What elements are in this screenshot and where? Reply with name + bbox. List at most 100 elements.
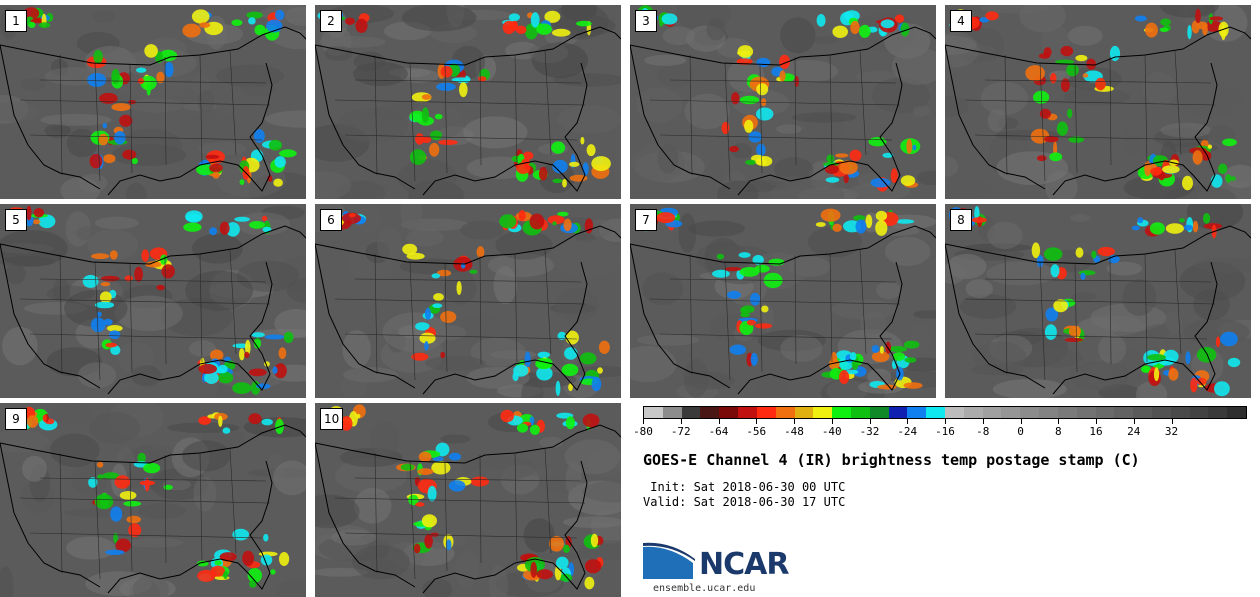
panel-number-label: 7 [635,209,657,231]
colorbar-tick [982,419,984,424]
colorbar-swatch [869,407,889,418]
coastline [0,225,306,395]
panel-number-label: 6 [320,209,342,231]
colorbar-tick [643,419,644,424]
colorbar-swatch [813,407,833,418]
coastline [315,26,621,196]
colorbar-swatch [1076,407,1096,418]
colorbar-tick [756,419,758,424]
state-borders [649,50,901,182]
colorbar-tick [869,419,871,424]
state-borders [334,448,586,580]
postage-stamp-panel: 1 [0,5,306,199]
coastline [315,424,621,594]
colorbar-swatch [719,407,739,418]
ir-satellite-map [315,403,621,597]
postage-stamp-panel: 4 [945,5,1251,199]
colorbar-swatch [832,407,851,418]
figure-title: GOES-E Channel 4 (IR) brightness temp po… [643,451,1140,469]
panel-number-label: 5 [5,209,27,231]
postage-stamp-panel: 3 [630,5,936,199]
colorbar-swatch [945,407,964,418]
colorbar-swatch [963,407,983,418]
colorbar-tick [907,419,909,424]
state-borders [334,50,586,182]
colorbar-swatch [1039,407,1058,418]
ir-satellite-map [630,204,936,398]
postage-stamp-panel: 7 [630,204,936,398]
colorbar-tick-label: 8 [1054,425,1062,438]
panel-number-label: 2 [320,10,342,32]
colorbar-tick-label: -80 [633,425,653,438]
colorbar-tick-label: -24 [897,425,918,438]
colorbar-swatch [644,407,663,418]
colorbar-tick [794,419,795,424]
colorbar-swatch [850,407,870,418]
coastline [945,26,1251,196]
colorbar-swatch [1151,407,1171,418]
ncar-logo-swoosh [643,546,693,579]
init-time: Init: Sat 2018-06-30 00 UTC [643,480,846,494]
ir-satellite-map [945,5,1251,199]
coastline [0,26,306,196]
colorbar-tick-label: 24 [1127,425,1141,438]
colorbar-swatch [775,407,795,418]
panel-number-label: 3 [635,10,657,32]
colorbar-swatch [1133,407,1152,418]
coastline [315,225,621,395]
valid-time: Valid: Sat 2018-06-30 17 UTC [643,495,846,509]
state-borders [964,50,1216,182]
colorbar-swatch [756,407,776,418]
postage-stamp-panel: 5 [0,204,306,398]
panel-number-label: 10 [320,408,344,430]
colorbar-tick-label: -32 [859,425,880,438]
panel-number-label: 1 [5,10,27,32]
coastline [630,225,936,395]
ncar-logo-text: NCAR [699,547,789,582]
colorbar-tick [718,419,720,424]
colorbar-swatch [1170,407,1190,418]
colorbar-swatch [1001,407,1021,418]
ir-satellite-map [630,5,936,199]
colorbar-swatch [1020,407,1040,418]
panel-number-label: 9 [5,408,27,430]
colorbar-tick [1058,419,1060,424]
ir-satellite-map [0,403,306,597]
colorbar-swatch [700,407,720,418]
coastline [945,225,1251,395]
colorbar-ticks: -80 -72 -64 -56 -48 -40 -32 -24 -16 -8 0 8 16 24 32 [633,419,1247,439]
ncar-logo [643,542,695,579]
ncar-logo-arc [643,542,695,561]
colorbar-swatch [1057,407,1077,418]
state-borders [19,50,271,182]
colorbar-swatch [888,407,908,418]
colorbar [643,406,1247,419]
state-borders [334,249,586,381]
state-borders [649,249,901,381]
colorbar-swatch [1227,407,1246,418]
colorbar-tick [1096,419,1097,424]
colorbar-swatch [982,407,1002,418]
state-borders [19,448,271,580]
colorbar-swatch [926,407,945,418]
colorbar-tick [1171,419,1173,424]
colorbar-tick [831,419,833,424]
colorbar-tick [680,419,682,424]
colorbar-tick-label: -56 [746,425,767,438]
state-borders [964,249,1216,381]
ir-satellite-map [0,204,306,398]
colorbar-tick [1020,419,1022,424]
colorbar-tick [945,419,946,424]
colorbar-swatch [662,407,682,418]
ensemble-url: ensemble.ucar.edu [653,583,756,594]
coastline [0,424,306,594]
panel-number-label: 8 [950,209,972,231]
postage-stamp-panel: 9 [0,403,306,597]
coastline [630,26,936,196]
colorbar-tick-label: -40 [821,425,842,438]
colorbar-swatch [1114,407,1134,418]
colorbar-tick-label: 16 [1089,425,1103,438]
colorbar-swatch [1189,407,1209,418]
colorbar-swatch [1208,407,1228,418]
colorbar-tick-label: -48 [784,425,804,438]
